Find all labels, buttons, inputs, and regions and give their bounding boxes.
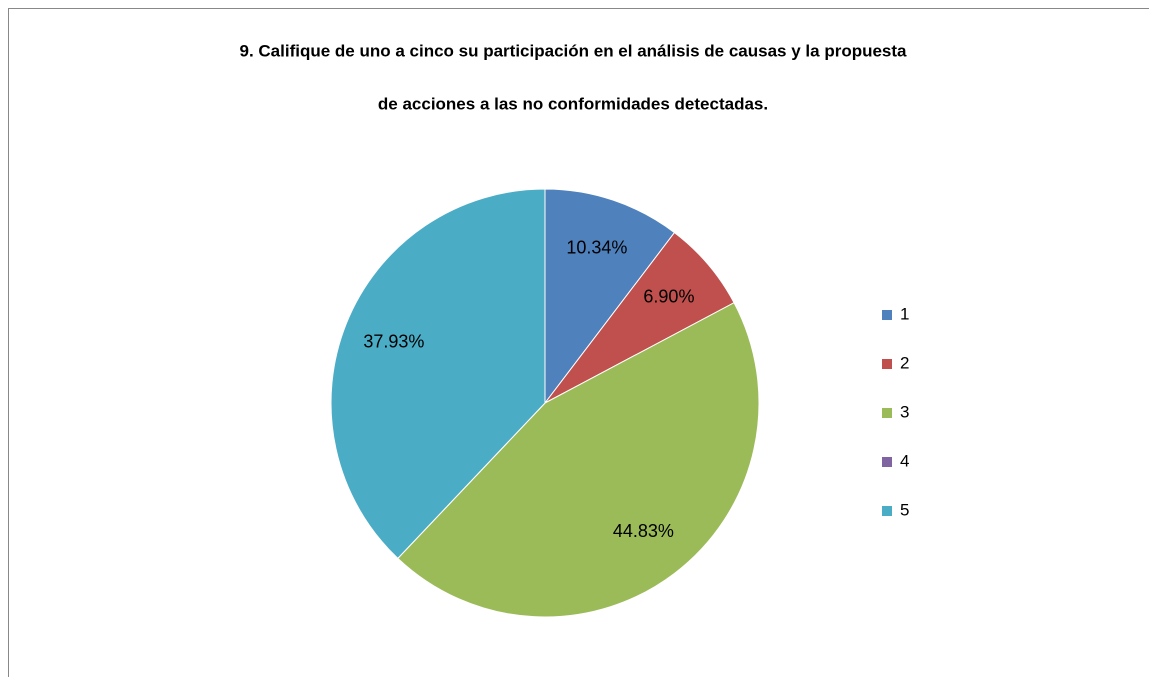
chart-title: 9. Califique de uno a cinco su participa… [240,41,908,60]
chart-title: de acciones a las no conformidades detec… [378,94,768,113]
pie-slice [544,188,676,405]
data-label: 10.34% [566,238,627,258]
legend-swatch [882,310,892,320]
legend-label: 5 [900,500,909,519]
legend-swatch [882,359,892,369]
pie-slice [330,188,546,560]
legend-label: 3 [900,402,909,421]
pie-slice [397,302,760,618]
legend-label: 1 [900,304,909,323]
legend-swatch [882,457,892,467]
legend-label: 2 [900,353,909,372]
legend-label: 4 [900,451,909,470]
data-label: 44.83% [613,521,674,541]
legend-swatch [882,506,892,516]
data-label: 37.93% [363,332,424,352]
data-label: 6.90% [643,286,694,306]
legend-swatch [882,408,892,418]
